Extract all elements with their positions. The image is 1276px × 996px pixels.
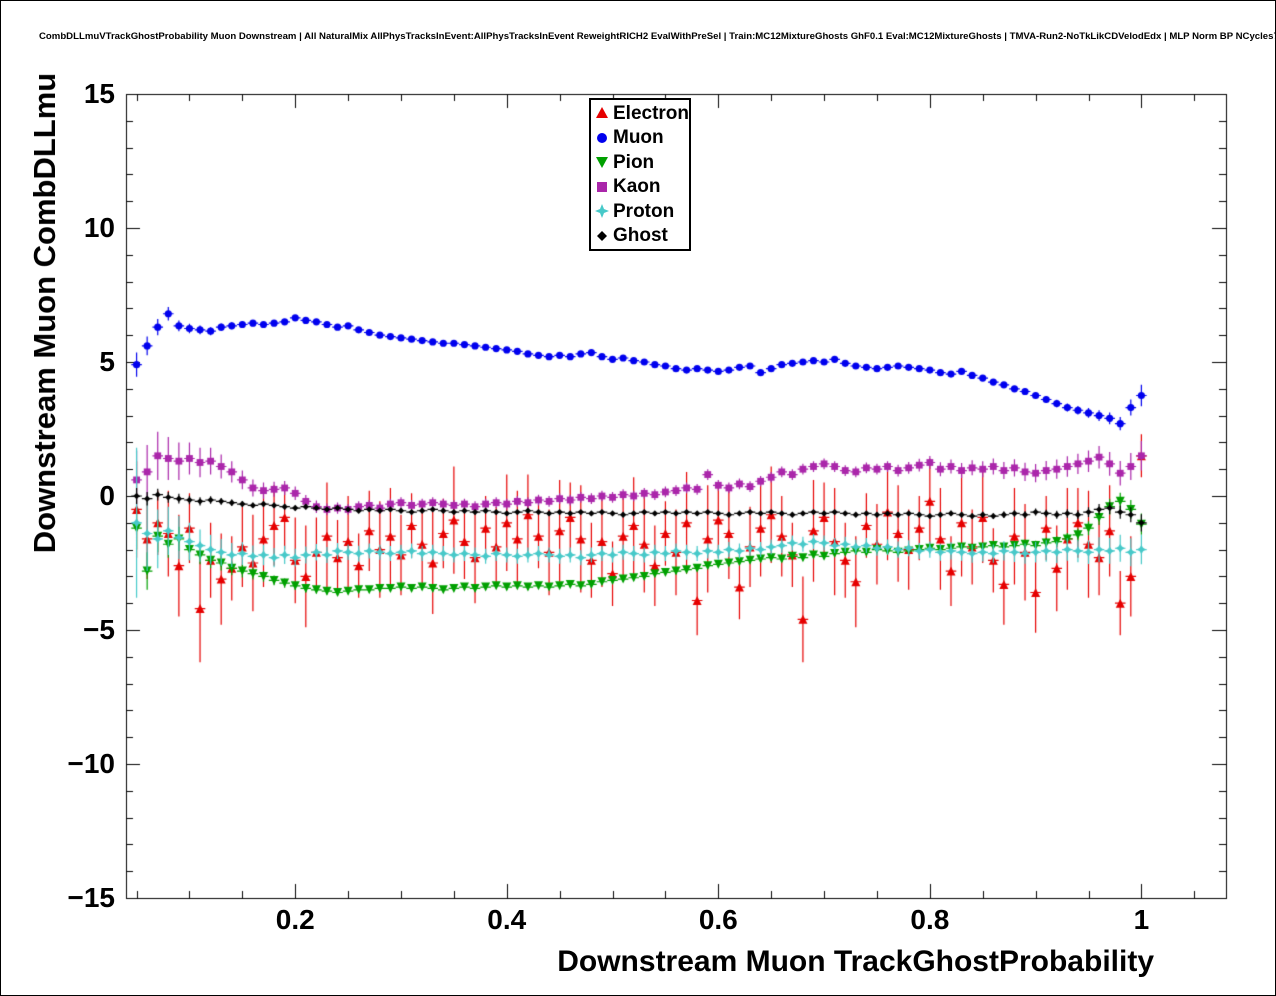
y-tick-label: 10 — [83, 212, 115, 243]
y-tick-label: 15 — [83, 78, 115, 109]
legend: Electron Muon Pion Kaon Proton Ghost — [589, 98, 691, 251]
x-tick-label: 0.6 — [698, 904, 738, 935]
y-tick-label: 5 — [99, 346, 115, 377]
legend-label: Proton — [613, 200, 675, 222]
legend-item-pion: Pion — [594, 150, 689, 175]
x-tick-label: 1 — [1133, 904, 1150, 935]
legend-label: Muon — [613, 127, 664, 149]
x-tick-label: 0.2 — [275, 904, 315, 935]
legend-label: Electron — [613, 102, 690, 124]
legend-item-ghost: Ghost — [594, 224, 689, 249]
y-tick-label: −10 — [67, 748, 116, 779]
y-tick-label: −5 — [83, 614, 115, 645]
legend-item-proton: Proton — [594, 199, 689, 224]
x-axis-title: Downstream Muon TrackGhostProbability — [557, 945, 1154, 978]
triangle-up-marker-icon — [594, 105, 610, 121]
legend-label: Kaon — [613, 176, 661, 198]
legend-label: Pion — [613, 151, 655, 173]
legend-item-electron: Electron — [594, 101, 689, 126]
legend-label: Ghost — [613, 225, 668, 247]
y-tick-label: −15 — [67, 882, 116, 913]
star-marker-icon — [594, 203, 610, 219]
x-tick-label: 0.8 — [910, 904, 950, 935]
y-tick-label: 0 — [99, 480, 115, 511]
circle-marker-icon — [594, 130, 610, 146]
legend-item-muon: Muon — [594, 126, 689, 151]
triangle-down-marker-icon — [594, 154, 610, 170]
plot-title: CombDLLmuVTrackGhostProbability Muon Dow… — [39, 31, 1275, 42]
x-tick-label: 0.4 — [487, 904, 527, 935]
legend-item-kaon: Kaon — [594, 175, 689, 200]
diamond-marker-icon — [594, 228, 610, 244]
square-marker-icon — [594, 179, 610, 195]
